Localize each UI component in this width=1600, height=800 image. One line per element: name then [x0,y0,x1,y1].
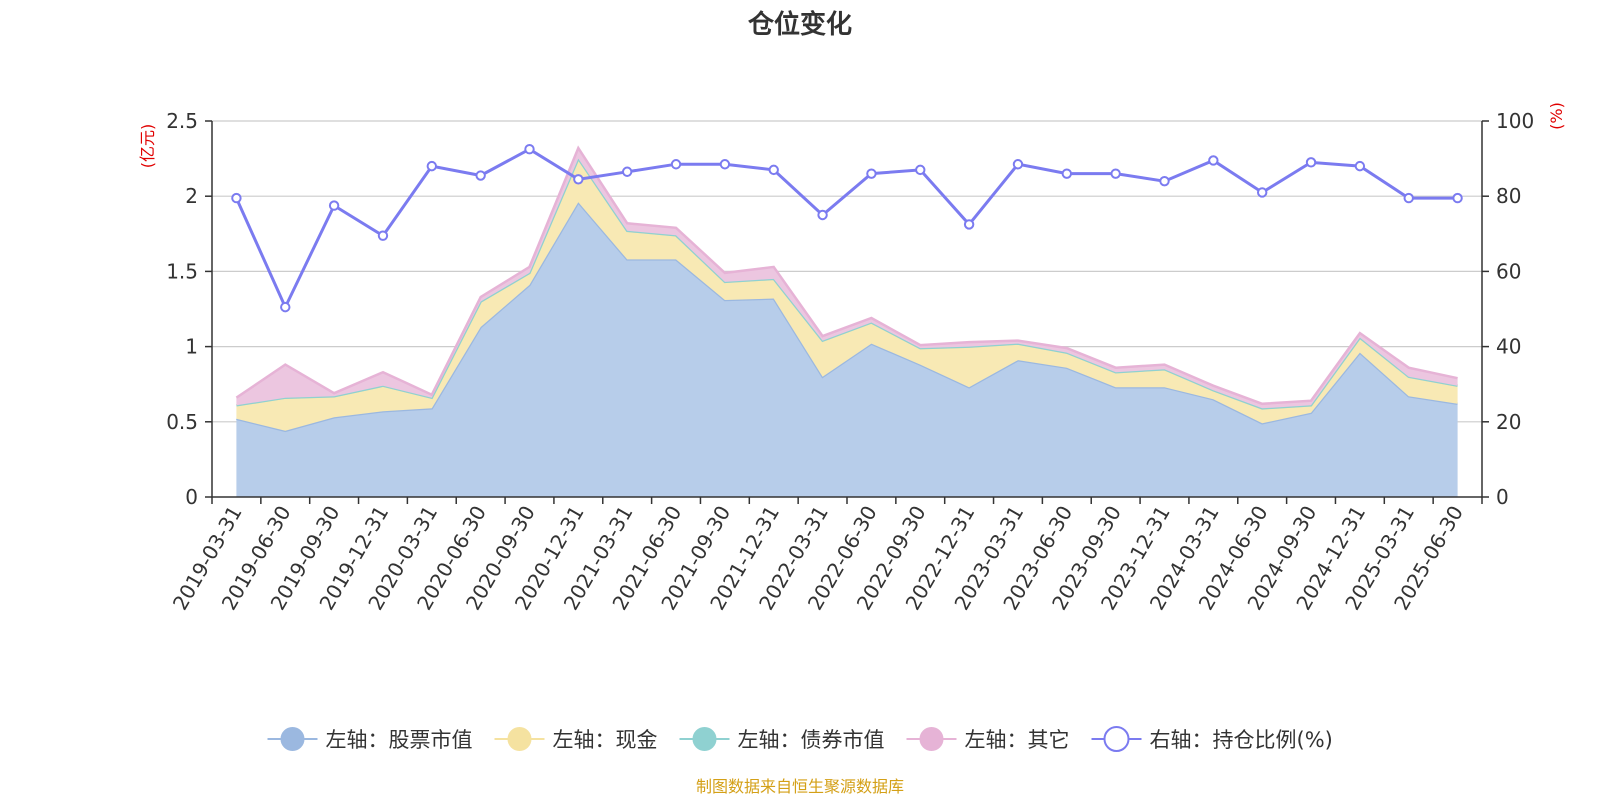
left-axis-tick-label: 1.5 [166,259,198,283]
chart-title: 仓位变化 [747,9,852,40]
left-axis-tick-label: 2.5 [166,109,198,133]
line-point [1403,192,1414,204]
legend-symbol-marker [280,727,305,751]
line-point [1256,187,1268,198]
area-series [235,145,1458,497]
area-左轴：股票市值 [236,202,1458,497]
right-axis-tick-label: 20 [1496,410,1521,434]
right-axis-tick-label: 0 [1496,485,1509,509]
line-point [866,168,877,179]
line-point [573,174,584,185]
area-左轴：现金 [236,158,1458,431]
right-axis-tick-label: 100 [1496,109,1534,133]
legend-label: 左轴：现金 [553,728,658,752]
line-point [1305,157,1317,168]
right-axis-tick-label: 40 [1496,335,1521,359]
line-point [1012,159,1024,170]
legend-symbol-marker [507,727,532,751]
legend-symbol-marker [1103,726,1130,752]
line-point [231,192,242,204]
legend-label: 左轴：股票市值 [326,728,473,752]
line-point [328,200,340,211]
line-point [1110,168,1121,179]
line-point [1208,155,1219,166]
line-point [915,164,926,176]
line-point [963,219,975,230]
line-point [280,301,291,313]
right-axis-tick-label: 60 [1496,259,1521,283]
line-point [1159,175,1170,187]
legend-label: 左轴：其它 [965,728,1070,752]
line-point [817,209,828,221]
legend-symbol-marker [919,727,944,751]
line-holding-ratio [235,147,1458,311]
line-point [475,170,486,181]
line-point [1061,168,1073,179]
line-point [621,166,633,177]
line-point [1452,192,1463,204]
left-axis-tick-label: 2 [185,184,198,208]
legend-label: 左轴：债券市值 [738,728,885,752]
line-point [426,160,438,172]
left-axis-tick-label: 0 [185,485,198,509]
area-edge-左轴：其它 [235,145,1458,406]
left-axis-tick-label: 1 [185,335,198,359]
line-point [1354,160,1366,172]
line-series [231,144,1463,313]
legend-label: 右轴：持仓比例(%) [1150,728,1333,752]
right-axis-tick-label: 80 [1496,184,1521,208]
left-axis-unit: (亿元) [138,124,157,169]
legend-symbol-marker [692,727,717,751]
left-axis-tick-label: 0.5 [166,410,198,434]
data-source-note: 制图数据来自恒生聚源数据库 [696,777,904,796]
right-axis-unit: (%) [1547,102,1566,130]
line-point [670,159,682,170]
line-point [768,164,779,176]
line-point [377,230,389,241]
legend: 左轴：股票市值 左轴：现金 左轴：债券市值 左轴：其它 右轴：持仓比例(%) [267,726,1333,752]
line-point [719,159,731,170]
line-point [524,144,535,155]
